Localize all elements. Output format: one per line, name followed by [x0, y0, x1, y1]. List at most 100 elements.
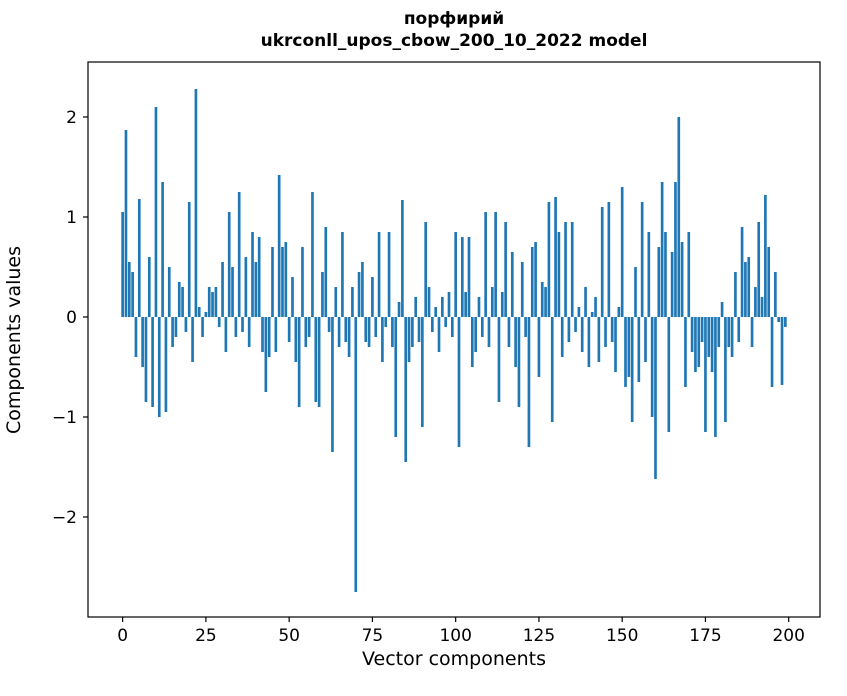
- bar: [191, 317, 194, 362]
- bar: [487, 317, 491, 347]
- bar: [527, 317, 531, 447]
- bar: [694, 317, 697, 372]
- bar: [784, 317, 787, 327]
- bar: [327, 317, 331, 332]
- bar: [421, 317, 424, 427]
- x-tick-label: 75: [362, 626, 384, 646]
- x-tick-label: 175: [689, 626, 721, 646]
- bar: [520, 262, 524, 317]
- bar: [441, 297, 444, 317]
- bar: [374, 317, 378, 337]
- bar: [574, 317, 577, 332]
- bar: [344, 317, 348, 342]
- bar: [647, 232, 651, 317]
- bar: [357, 272, 361, 317]
- bar: [524, 317, 527, 337]
- bar: [627, 317, 631, 377]
- bar: [674, 182, 677, 317]
- axes-box: [87, 61, 821, 618]
- bar: [554, 197, 557, 317]
- x-tick-label: 125: [523, 626, 555, 646]
- bar: [777, 317, 781, 322]
- y-tick-label: −1: [52, 408, 77, 428]
- bar: [560, 317, 564, 357]
- bar: [740, 227, 744, 317]
- bar: [454, 232, 457, 317]
- bar: [244, 257, 248, 317]
- bar: [217, 317, 221, 327]
- bar: [460, 237, 464, 317]
- bar: [387, 232, 391, 317]
- bar: [724, 317, 727, 422]
- bar: [774, 272, 777, 317]
- bar: [630, 317, 634, 422]
- bar: [597, 317, 601, 362]
- bar: [474, 317, 477, 352]
- bar: [331, 317, 334, 452]
- bar: [261, 317, 264, 352]
- bar: [164, 317, 168, 412]
- bar: [121, 212, 124, 317]
- bar: [477, 297, 481, 317]
- bar: [710, 317, 714, 372]
- bar: [211, 292, 214, 317]
- bar: [750, 317, 754, 347]
- bar: [391, 317, 394, 347]
- bar: [530, 247, 534, 317]
- bar: [570, 222, 574, 317]
- bar: [137, 199, 141, 317]
- bar: [614, 317, 617, 372]
- bar: [361, 262, 364, 317]
- bar: [780, 317, 784, 385]
- bar: [434, 307, 438, 317]
- bar: [264, 317, 268, 392]
- bar: [767, 247, 771, 317]
- bar: [447, 292, 451, 317]
- bar: [124, 130, 128, 317]
- bar: [231, 267, 234, 317]
- bar: [144, 317, 148, 402]
- bar: [590, 312, 594, 317]
- bar: [174, 317, 178, 337]
- bar: [607, 202, 611, 317]
- bar: [424, 222, 428, 317]
- bar: [550, 317, 554, 422]
- y-axis-label: Components values: [3, 245, 25, 435]
- bar: [384, 317, 388, 327]
- bar: [407, 317, 411, 362]
- bar: [321, 272, 324, 317]
- bar: [394, 317, 398, 437]
- bar: [610, 317, 614, 342]
- bar: [351, 287, 354, 317]
- bar: [484, 212, 487, 317]
- bar: [657, 247, 661, 317]
- bar: [504, 222, 507, 317]
- bar: [737, 317, 741, 342]
- bar: [221, 262, 224, 317]
- bar: [257, 237, 261, 317]
- bar: [411, 317, 414, 347]
- bar: [720, 302, 724, 317]
- bar: [747, 257, 751, 317]
- bars-series: [121, 89, 787, 592]
- bar: [214, 287, 218, 317]
- bar: [304, 317, 308, 347]
- bar: [620, 187, 624, 317]
- bar: [544, 287, 547, 317]
- bar: [660, 182, 664, 317]
- bar: [480, 317, 484, 337]
- bar: [381, 317, 384, 362]
- bar: [241, 317, 244, 332]
- bar: [677, 117, 681, 317]
- chart-title-line1: порфирий: [403, 9, 505, 29]
- bar: [634, 267, 637, 317]
- bar: [431, 317, 434, 332]
- bar: [557, 232, 561, 317]
- bar: [154, 107, 158, 317]
- bar: [297, 317, 301, 407]
- bar: [277, 175, 281, 317]
- bar: [464, 292, 467, 317]
- bar: [274, 317, 278, 352]
